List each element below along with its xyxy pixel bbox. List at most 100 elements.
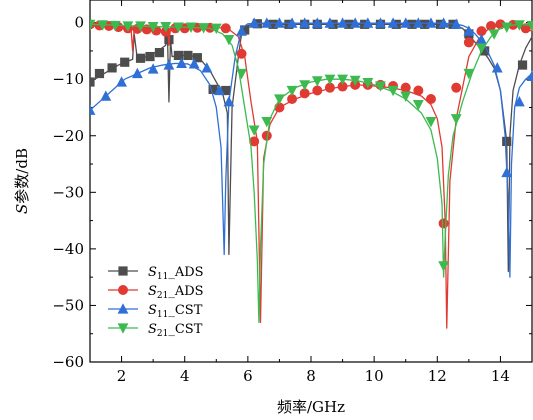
data-point-S21_ADS [463, 37, 474, 48]
data-point-S11_ADS [94, 68, 105, 79]
data-point-S11_CST [463, 25, 475, 36]
data-point-S21_CST [311, 76, 323, 87]
data-point-S21_ADS [236, 48, 247, 59]
legend-marker [117, 303, 129, 314]
data-point-S21_CST [160, 21, 172, 33]
x-tick-label: 8 [306, 367, 316, 385]
data-point-S11_ADS [154, 48, 165, 58]
x-tick-label: 14 [491, 367, 510, 385]
data-point-S21_CST [185, 22, 197, 33]
data-point-S21_CST [198, 23, 210, 34]
y-tick-label: 0 [74, 14, 84, 32]
y-axis-label: S参数/dB [13, 148, 31, 214]
data-point-S11_ADS [480, 46, 490, 56]
data-point-S11_CST [412, 17, 424, 28]
data-point-S11_ADS [517, 60, 528, 70]
x-tick-label: 6 [243, 367, 253, 385]
data-point-S11_CST [311, 17, 323, 28]
series-S11_CST [90, 17, 533, 278]
data-point-S21_CST [248, 125, 260, 136]
y-tick-label: −40 [52, 240, 84, 258]
data-point-S11_CST [286, 17, 298, 28]
series-S21_CST [90, 19, 533, 324]
data-point-S11_CST [176, 57, 187, 68]
data-point-S21_CST [463, 68, 475, 80]
data-point-S11_ADS [344, 19, 354, 29]
data-point-S11_CST [248, 17, 260, 28]
data-point-S11_ADS [268, 19, 278, 29]
data-point-S11_CST [163, 59, 175, 70]
data-point-S21_CST [236, 68, 247, 80]
data-point-S21_CST [223, 34, 235, 46]
y-tick-label: −10 [52, 70, 84, 88]
legend-marker [118, 266, 128, 276]
data-point-S21_CST [122, 21, 134, 32]
data-point-S11_ADS [135, 53, 146, 63]
data-point-S21_ADS [485, 21, 496, 32]
data-point-S11_CST [90, 104, 96, 115]
legend-item-S21_ADS: S21_ADS [108, 284, 204, 301]
data-point-S11_CST [400, 17, 412, 28]
data-point-S11_ADS [192, 53, 202, 63]
data-point-S21_CST [274, 94, 285, 105]
data-point-S11_CST [324, 17, 336, 28]
series-S11_ADS [90, 19, 533, 273]
data-point-S11_CST [513, 96, 525, 107]
data-point-S21_CST [488, 29, 500, 40]
data-point-S11_CST [425, 17, 437, 28]
data-point-S21_ADS [451, 82, 462, 93]
legend-marker [118, 285, 128, 295]
data-point-S21_ADS [495, 19, 506, 30]
data-point-S11_CST [526, 70, 533, 81]
data-point-S21_CST [526, 20, 533, 32]
data-point-S21_CST [400, 91, 412, 102]
data-point-S11_CST [223, 96, 235, 107]
data-point-S21_CST [90, 19, 96, 31]
data-point-S11_CST [362, 17, 374, 28]
data-point-S11_ADS [221, 85, 231, 96]
data-point-S21_ADS [438, 218, 449, 229]
data-point-S11_CST [476, 33, 487, 45]
data-point-S21_CST [387, 85, 399, 97]
data-point-S21_CST [147, 21, 159, 33]
data-point-S21_CST [425, 117, 437, 128]
data-point-S11_CST [274, 17, 285, 28]
data-point-S21_ADS [476, 26, 487, 37]
data-point-S11_ADS [90, 77, 95, 87]
data-point-S11_ADS [420, 19, 430, 29]
y-tick-label: −20 [52, 127, 84, 145]
data-point-S21_ADS [520, 23, 531, 34]
data-point-S11_CST [236, 25, 247, 36]
legend: S11_ADS S21_ADS S11_CST S21_CST [108, 265, 204, 339]
data-point-S11_ADS [173, 50, 183, 61]
data-point-S11_CST [299, 17, 311, 28]
data-point-S11_CST [147, 63, 159, 74]
legend-label: S11_CST [148, 303, 203, 320]
data-point-S11_CST [201, 62, 213, 73]
data-point-S21_ADS [425, 93, 436, 104]
data-point-S11_CST [188, 58, 200, 69]
data-point-S11_ADS [208, 84, 218, 94]
data-point-S21_CST [476, 43, 487, 54]
legend-marker [117, 323, 129, 334]
data-point-S21_CST [349, 75, 361, 87]
data-point-S21_CST [450, 114, 462, 125]
data-point-S21_CST [438, 261, 449, 272]
data-point-S11_CST [450, 18, 462, 29]
data-point-S21_ADS [413, 85, 424, 96]
legend-label: S11_ADS [148, 265, 204, 282]
data-point-S11_CST [438, 17, 449, 28]
data-point-S11_ADS [145, 51, 155, 62]
data-point-S21_CST [261, 117, 273, 128]
series-line-S11_CST [90, 22, 533, 278]
data-point-S11_CST [100, 90, 112, 101]
y-tick-label: −50 [52, 296, 84, 314]
data-point-S21_ADS [287, 93, 298, 104]
data-point-S11_ADS [502, 136, 512, 147]
data-point-S21_CST [135, 21, 146, 32]
data-point-S21_ADS [400, 82, 411, 93]
data-point-S21_CST [337, 74, 348, 85]
legend-item-S11_ADS: S11_ADS [108, 265, 204, 282]
data-point-S11_ADS [107, 63, 117, 73]
data-point-S11_ADS [240, 25, 250, 35]
